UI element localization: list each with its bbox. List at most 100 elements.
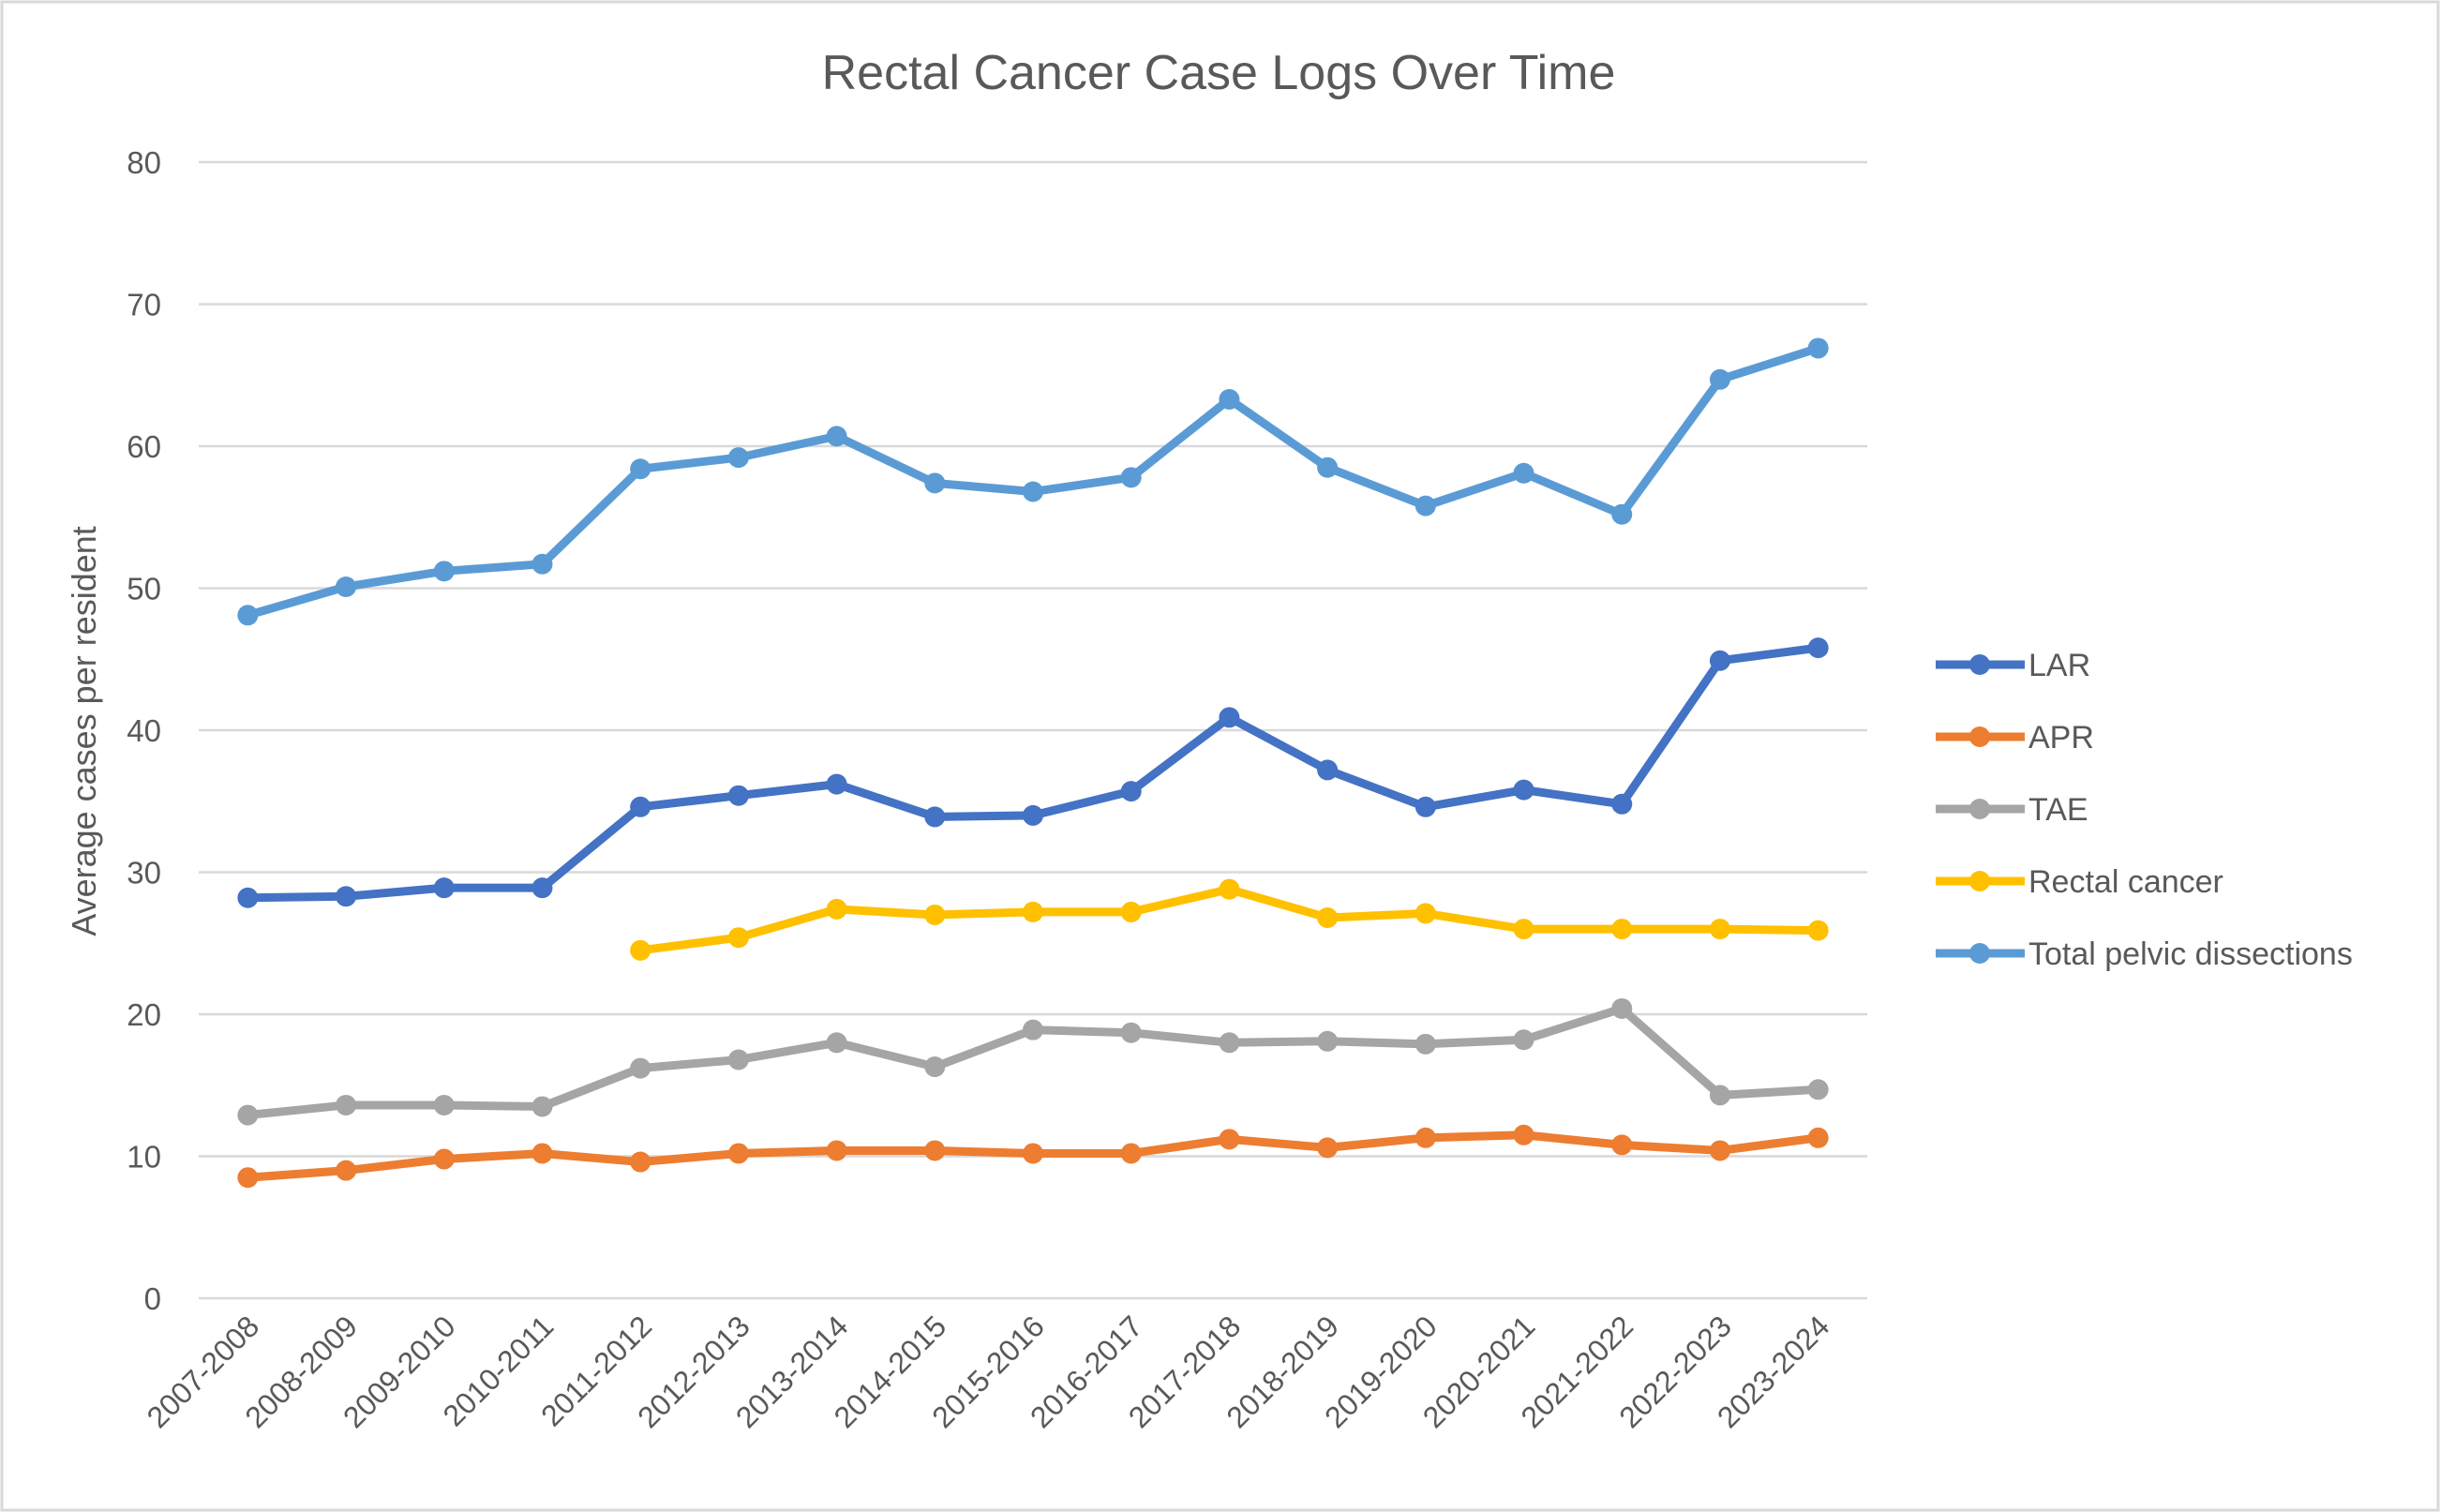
data-point [924,1056,946,1078]
data-point [1317,906,1339,928]
data-point [1317,1030,1339,1052]
data-point [826,1032,847,1054]
data-point [727,927,749,949]
data-point [630,1151,651,1173]
y-tick-label: 20 [127,997,161,1032]
data-point [1317,457,1339,478]
data-point [1807,637,1829,659]
legend-item: Total pelvic dissections [1936,936,2353,972]
data-point [531,553,553,575]
data-point [727,1143,749,1164]
data-point [1120,1022,1142,1043]
data-point [237,605,259,626]
data-point [1709,1085,1730,1106]
series-lar [237,637,1829,908]
legend-label: TAE [2028,792,2088,828]
data-point [1709,919,1730,940]
chart-title: Rectal Cancer Case Logs Over Time [822,46,1616,100]
data-point [433,1094,455,1115]
data-point [531,877,553,899]
data-point [1120,467,1142,488]
data-point [1807,1079,1829,1100]
legend-label: Total pelvic dissections [2028,936,2353,972]
y-axis-label: Average cases per resident [65,526,103,936]
data-point [1219,878,1240,900]
legend-marker [1969,726,1990,747]
data-point [630,939,651,961]
data-point [826,1140,847,1161]
legend-item: APR [1936,720,2094,756]
data-point [1807,337,1829,359]
y-tick-label: 70 [127,288,161,322]
data-point [727,1049,749,1070]
y-tick-label: 30 [127,856,161,891]
legend-marker [1969,799,1990,819]
data-point [630,1057,651,1079]
series-rectal-cancer [630,878,1829,961]
series-apr [237,1124,1829,1189]
data-point [924,904,946,925]
data-point [1219,707,1240,728]
data-point [1219,1129,1240,1150]
data-point [924,806,946,828]
data-point [1415,1127,1436,1148]
data-point [1317,1137,1339,1159]
data-point [531,1096,553,1117]
data-point [1611,919,1633,940]
data-point [531,1143,553,1164]
legend-marker [1969,654,1990,675]
data-point [1219,389,1240,411]
data-point [727,785,749,806]
data-point [630,796,651,817]
series-tae [237,997,1829,1126]
data-point [1219,1032,1240,1054]
legend-marker [1969,943,1990,964]
data-point [1415,1033,1436,1055]
data-point [1415,495,1436,516]
data-point [433,877,455,899]
legend-item: Rectal cancer [1936,864,2223,900]
data-point [1513,779,1534,801]
data-point [433,561,455,582]
data-point [1611,1134,1633,1156]
data-point [1120,1143,1142,1164]
data-point [1023,901,1043,922]
data-point [1513,462,1534,484]
legend-label: LAR [2028,648,2090,683]
data-point [336,1160,357,1181]
legend-item: TAE [1936,792,2088,828]
data-point [1611,997,1633,1019]
data-point [433,1148,455,1170]
data-point [826,898,847,920]
data-point [1023,481,1043,502]
legend-label: Rectal cancer [2028,864,2223,900]
data-point [1120,781,1142,802]
data-point [630,458,651,480]
data-point [826,773,847,795]
data-point [1513,1029,1534,1051]
data-point [1317,759,1339,781]
data-point [1120,901,1142,922]
data-point [1513,919,1534,940]
series-total-pelvic-dissections [237,337,1829,626]
data-point [237,1104,259,1126]
legend-marker [1969,871,1990,891]
data-point [1807,920,1829,941]
data-point [1023,804,1043,826]
data-point [1023,1019,1043,1040]
y-tick-label: 60 [127,429,161,464]
data-point [826,426,847,447]
data-point [1513,1124,1534,1145]
data-point [1611,503,1633,525]
data-point [1709,1140,1730,1161]
data-point [336,886,357,907]
y-tick-label: 10 [127,1140,161,1175]
data-point [924,472,946,494]
data-point [1415,796,1436,817]
y-tick-label: 50 [127,572,161,606]
data-point [1611,793,1633,815]
data-point [1709,650,1730,671]
data-point [1415,903,1436,924]
